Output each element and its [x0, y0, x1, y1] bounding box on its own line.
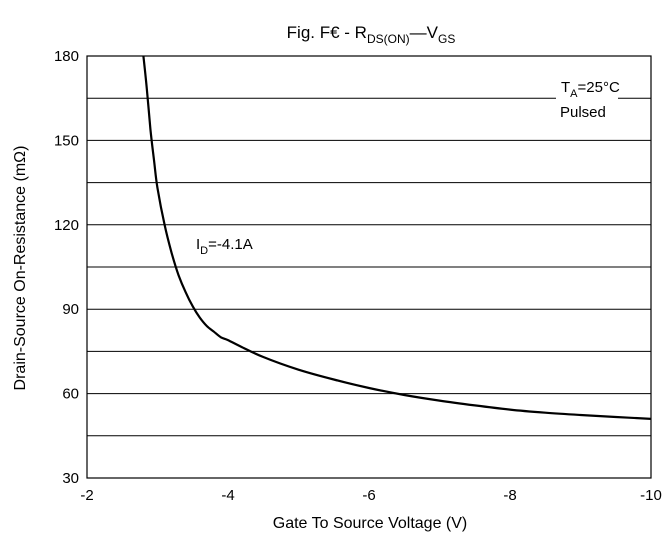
annotation-temp-value: =25°C [578, 79, 620, 96]
y-tick-label: 120 [54, 217, 79, 234]
grid-lines [87, 97, 651, 437]
annotation-current: ID=-4.1A [196, 236, 253, 257]
annotation-temp-prefix: T [561, 79, 570, 96]
chart-title: Fig. F€ - RDS(ON)—VGS [287, 23, 456, 46]
annotation-temp: TA=25°C [561, 79, 620, 100]
series-line [142, 55, 652, 420]
title-subscript-rds: DS(ON) [367, 32, 410, 46]
y-tick-label: 60 [62, 386, 79, 403]
y-tick-label: 30 [62, 470, 79, 487]
title-prefix: Fig. F€ - R [287, 23, 367, 42]
plot-frame [86, 55, 652, 479]
x-tick-label: -10 [640, 487, 662, 504]
annotation-current-prefix: I [196, 236, 200, 253]
y-tick-labels: 30 60 90 120 150 180 [54, 48, 79, 487]
annotation-box [556, 73, 618, 121]
y-tick-label: 150 [54, 132, 79, 149]
x-tick-labels: -2 -4 -6 -8 -10 [80, 487, 662, 504]
x-tick-label: -6 [362, 487, 375, 504]
y-axis-label: Drain-Source On-Resistance (mΩ) [12, 146, 29, 391]
x-axis-label: Gate To Source Voltage (V) [273, 515, 467, 532]
y-tick-label: 90 [62, 301, 79, 318]
annotation-mode: Pulsed [560, 104, 606, 121]
annotation-current-value: =-4.1A [208, 236, 253, 253]
title-dash-v: —V [410, 23, 439, 42]
annotation-current-sub: D [200, 245, 208, 257]
x-tick-label: -4 [221, 487, 234, 504]
x-tick-label: -8 [503, 487, 516, 504]
annotation-temp-sub: A [570, 88, 578, 100]
x-tick-label: -2 [80, 487, 93, 504]
y-tick-label: 180 [54, 48, 79, 65]
title-subscript-vgs: GS [438, 32, 455, 46]
